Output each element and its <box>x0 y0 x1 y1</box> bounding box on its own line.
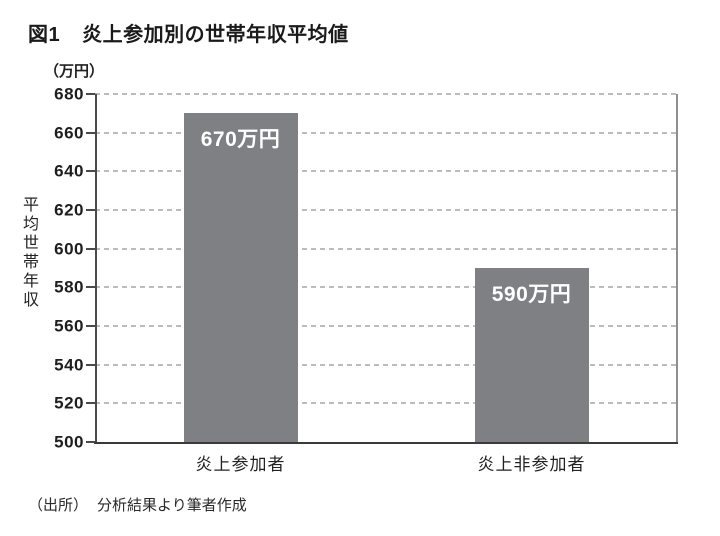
y-tick-label-620: 620 <box>54 200 84 220</box>
y-tick-mark-520 <box>86 402 95 405</box>
y-tick-mark-620 <box>86 209 95 211</box>
source-text: 分析結果より筆者作成 <box>97 498 247 514</box>
gridline-660 <box>95 131 677 134</box>
y-tick-label-600: 600 <box>54 239 84 259</box>
gridline-620 <box>95 209 677 211</box>
bar-value-label: 670万円 <box>200 128 281 152</box>
bar-炎上参加者: 670万円 <box>183 113 298 442</box>
y-tick-mark-660 <box>86 131 95 134</box>
y-tick-label-580: 580 <box>54 277 84 297</box>
figure-number: 図1 <box>28 24 61 46</box>
y-tick-mark-600 <box>86 247 95 250</box>
figure-title-text: 炎上参加別の世帯年収平均値 <box>82 24 349 46</box>
y-tick-mark-580 <box>86 286 95 289</box>
gridline-580 <box>95 286 677 289</box>
gridline-680 <box>95 93 677 95</box>
x-axis-line <box>94 442 678 444</box>
y-axis-title: 平均世帯年収 <box>20 196 37 310</box>
plot-right-border <box>676 94 678 444</box>
gridline-560 <box>95 325 677 327</box>
gridline-540 <box>95 363 677 366</box>
y-axis-unit-label: （万円） <box>44 63 105 80</box>
x-category-label-炎上参加者: 炎上参加者 <box>195 455 286 474</box>
y-tick-label-500: 500 <box>54 432 84 452</box>
y-tick-mark-500 <box>86 441 95 443</box>
source-note: （出所） 分析結果より筆者作成 <box>28 494 247 515</box>
y-tick-label-660: 660 <box>54 123 84 143</box>
x-category-label-炎上非参加者: 炎上非参加者 <box>477 455 586 474</box>
y-tick-mark-640 <box>86 170 95 173</box>
y-tick-mark-680 <box>86 93 95 95</box>
bar-value-label: 590万円 <box>491 283 572 306</box>
plot-area: 670万円 590万円 <box>95 93 677 442</box>
y-tick-mark-560 <box>86 325 95 327</box>
figure-title: 図1 炎上参加別の世帯年収平均値 <box>28 18 349 47</box>
gridline-520 <box>95 402 677 405</box>
bar-炎上非参加者: 590万円 <box>474 268 589 442</box>
y-axis-line <box>95 94 97 444</box>
source-label: （出所） <box>28 498 89 514</box>
y-tick-label-680: 680 <box>54 84 84 104</box>
gridline-600 <box>95 247 677 250</box>
y-tick-mark-540 <box>86 363 95 366</box>
y-tick-label-520: 520 <box>54 393 84 413</box>
gridline-640 <box>95 170 677 173</box>
y-tick-label-540: 540 <box>54 355 84 375</box>
y-tick-label-640: 640 <box>54 161 84 181</box>
y-tick-label-560: 560 <box>54 316 84 336</box>
